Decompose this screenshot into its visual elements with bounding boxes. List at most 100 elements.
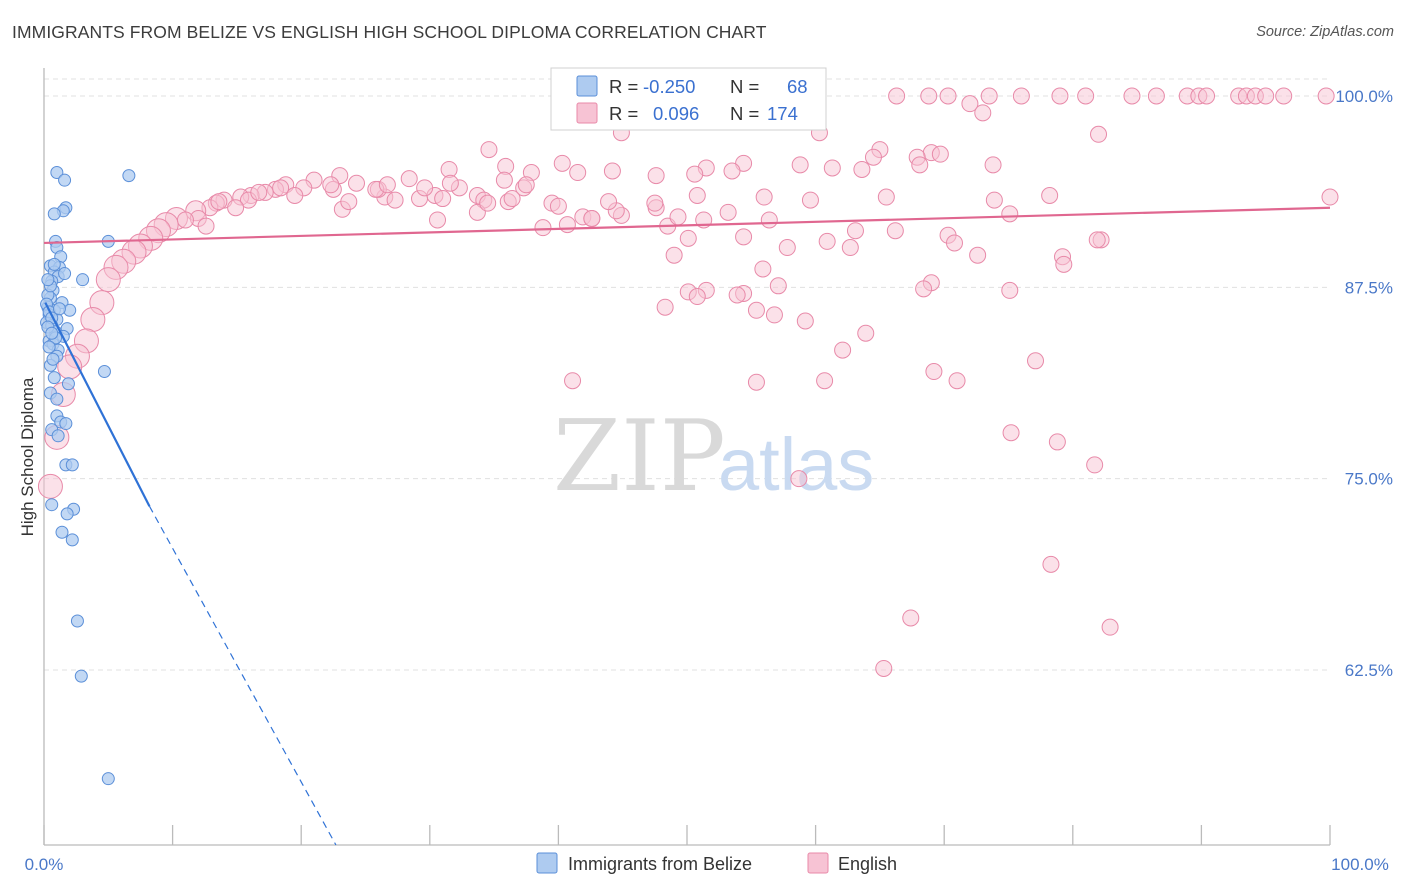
english-point	[765, 306, 783, 324]
belize-point	[42, 340, 56, 354]
watermark-zip: ZIP	[553, 400, 726, 514]
legend-r-value-2: 0.096	[653, 103, 699, 124]
english-point	[549, 197, 567, 215]
english-point	[1317, 87, 1335, 105]
english-point	[583, 209, 601, 227]
english-point	[886, 222, 904, 240]
english-point	[603, 162, 621, 180]
bottom-legend-label-belize: Immigrants from Belize	[568, 854, 752, 874]
english-point	[1101, 618, 1119, 636]
english-point	[961, 95, 979, 113]
belize-point	[45, 498, 59, 512]
english-point	[564, 372, 582, 390]
belize-point	[122, 169, 136, 183]
english-point	[980, 87, 998, 105]
y-tick-label: 62.5%	[1345, 661, 1393, 680]
english-point	[791, 156, 809, 174]
english-point	[747, 301, 765, 319]
english-point	[340, 193, 358, 211]
legend-swatch-blue	[576, 75, 598, 97]
english-point	[925, 363, 943, 381]
english-point	[1123, 87, 1141, 105]
english-point	[600, 193, 618, 211]
english-point	[984, 156, 1002, 174]
belize-point	[97, 365, 111, 379]
x-tick-label-min: 0.0%	[25, 855, 64, 874]
english-point	[755, 188, 773, 206]
english-point	[1077, 87, 1095, 105]
english-point	[841, 239, 859, 257]
belize-point	[47, 371, 61, 385]
english-trendline	[43, 206, 1331, 245]
belize-points	[40, 166, 136, 786]
belize-point	[41, 273, 55, 287]
english-point	[769, 277, 787, 295]
english-point	[1001, 281, 1019, 299]
english-points	[37, 87, 1339, 677]
english-point	[1198, 87, 1216, 105]
legend-n-value-1: 68	[787, 76, 808, 97]
english-point	[558, 216, 576, 234]
gridlines	[44, 78, 1330, 671]
english-point	[801, 191, 819, 209]
legend-r-label-2: R =	[609, 103, 638, 124]
english-point	[1027, 352, 1045, 370]
english-point	[1321, 188, 1339, 206]
english-point	[1086, 456, 1104, 474]
legend-n-label-2: N =	[730, 103, 759, 124]
english-point	[754, 260, 772, 278]
belize-point	[47, 257, 61, 271]
english-point	[646, 194, 664, 212]
english-point	[790, 470, 808, 488]
english-point	[864, 148, 882, 166]
english-point	[80, 306, 106, 332]
english-point	[569, 164, 587, 182]
english-point	[400, 170, 418, 188]
english-point	[1090, 125, 1108, 143]
bottom-legend-swatch-blue	[536, 852, 558, 874]
english-point	[479, 194, 497, 212]
english-point	[948, 372, 966, 390]
belize-point	[101, 772, 115, 786]
english-point	[534, 219, 552, 237]
english-point	[911, 156, 929, 174]
english-point	[272, 179, 290, 197]
english-point	[480, 141, 498, 159]
english-point	[1055, 255, 1073, 273]
belize-point	[58, 173, 72, 187]
y-axis-label: High School Diploma	[18, 377, 37, 536]
english-point	[503, 190, 521, 208]
legend-r-value-1: -0.250	[643, 76, 695, 97]
english-point	[834, 341, 852, 359]
x-tick-label-max: 100.0%	[1331, 855, 1389, 874]
english-point	[1257, 87, 1275, 105]
english-point	[853, 160, 871, 178]
legend-r-label-1: R =	[609, 76, 638, 97]
english-point	[974, 104, 992, 122]
y-tick-label: 75.0%	[1345, 470, 1393, 489]
belize-point	[70, 614, 84, 628]
english-point	[441, 174, 459, 192]
english-point	[969, 246, 987, 264]
english-point	[1048, 433, 1066, 451]
belize-point	[51, 429, 65, 443]
source-label: Source: ZipAtlas.com	[1256, 24, 1394, 40]
english-point	[227, 199, 245, 217]
english-point	[1001, 205, 1019, 223]
english-point	[679, 229, 697, 247]
english-point	[1147, 87, 1165, 105]
english-point	[250, 183, 268, 201]
belize-point	[52, 302, 66, 316]
english-point	[945, 234, 963, 252]
belize-point	[50, 392, 64, 406]
watermark-atlas: atlas	[718, 423, 874, 506]
english-point	[176, 211, 194, 229]
english-point	[429, 211, 447, 229]
stats-legend: R = -0.250 N = 68 R = 0.096 N = 174	[550, 67, 827, 131]
belize-point	[59, 417, 73, 431]
english-point	[1275, 87, 1293, 105]
belize-point	[47, 207, 61, 221]
english-point	[1051, 87, 1069, 105]
belize-point	[60, 507, 74, 521]
belize-point	[55, 525, 69, 539]
